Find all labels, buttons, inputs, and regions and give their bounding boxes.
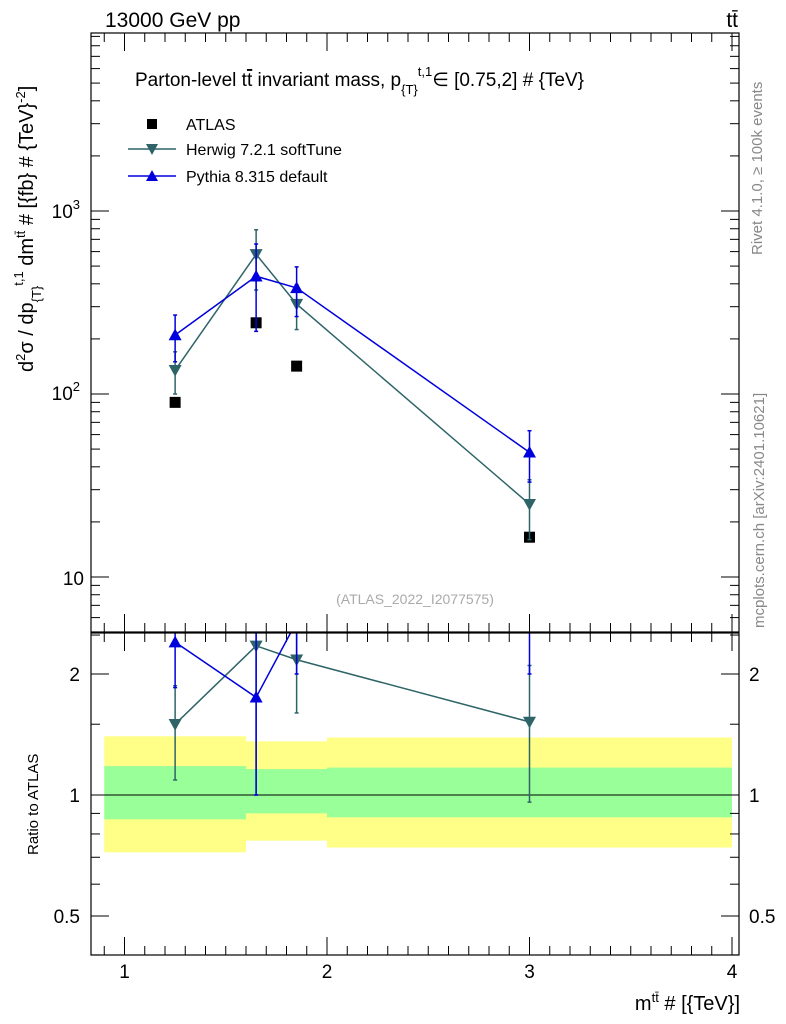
xtick-label: 3 xyxy=(524,962,535,983)
legend-label-herwig: Herwig 7.2.1 softTune xyxy=(186,142,342,159)
ratio-ytick-label-left: 0.5 xyxy=(54,907,80,928)
main-data-layer xyxy=(168,228,536,543)
ratio-panel: 0.5 0.5 1 1 2 2 1 2 3 4 Ratio to ATLAS mtt̄ # [{… xyxy=(25,603,775,1015)
ratio-point-herwig xyxy=(523,716,536,729)
ratio-point-pythia xyxy=(249,690,263,703)
ytick-label-10: 10 xyxy=(63,569,84,590)
energy-label: 13000 GeV pp xyxy=(105,9,240,32)
xtick-label: 1 xyxy=(119,962,130,983)
ratio-y-axis-label: Ratio to ATLAS xyxy=(25,754,42,855)
process-label: tt̄ xyxy=(726,9,738,32)
ratio-line-pythia xyxy=(174,633,292,699)
legend-label-atlas: ATLAS xyxy=(186,117,236,134)
mcplots-label: mcplots.cern.ch [arXiv:2401.10621] xyxy=(751,393,768,628)
ratio-ytick-label-right: 0.5 xyxy=(749,907,775,928)
ratio-ytick-label-left: 2 xyxy=(69,665,80,686)
band-inner xyxy=(246,769,327,814)
main-y-axis-label: d2σ / dp{T}t,1 dmtt̄ # [{fb} # {TeV}-2] xyxy=(11,86,44,372)
ytick-label-1000: 103 xyxy=(52,197,80,223)
series-line-herwig xyxy=(174,253,530,505)
main-panel: 10 102 103 Parton-level tt invariant mas… xyxy=(11,32,740,633)
ratio-uncertainty-bands xyxy=(104,736,732,853)
ratio-point-pythia xyxy=(168,635,182,648)
ratio-point-pythia xyxy=(523,603,536,615)
point-pythia xyxy=(290,281,304,294)
ratio-point-pythia xyxy=(290,615,303,627)
point-herwig xyxy=(168,364,182,377)
xtick-label: 4 xyxy=(727,962,738,983)
legend-marker-atlas xyxy=(147,119,157,129)
ratio-point-herwig xyxy=(168,719,182,731)
ratio-ytick-label-right: 1 xyxy=(749,786,760,807)
legend-label-pythia: Pythia 8.315 default xyxy=(186,169,328,186)
analysis-id: (ATLAS_2022_I2077575) xyxy=(336,591,494,607)
legend-marker-herwig xyxy=(146,144,158,155)
legend-entry-herwig: Herwig 7.2.1 softTune xyxy=(128,142,342,159)
ratio-ytick-label-left: 1 xyxy=(69,786,80,807)
series-line-pythia xyxy=(174,275,530,453)
point-pythia xyxy=(168,328,182,341)
main-y-tick-labels: 10 102 103 xyxy=(52,197,84,590)
legend: ATLAS Herwig 7.2.1 softTune Pythia 8.315… xyxy=(128,117,342,186)
main-x-ticks xyxy=(103,33,733,632)
ratio-frame xyxy=(90,632,740,956)
ratio-data-layer xyxy=(168,603,536,803)
point-herwig xyxy=(523,498,536,511)
point-atlas xyxy=(291,360,303,372)
point-atlas xyxy=(169,396,181,408)
ytick-label-100: 102 xyxy=(52,379,80,405)
x-axis-label: mtt̄ # [{TeV}] xyxy=(635,990,740,1015)
ratio-ytick-label-right: 2 xyxy=(749,665,760,686)
legend-entry-pythia: Pythia 8.315 default xyxy=(128,169,328,186)
point-pythia xyxy=(249,269,263,282)
ratio-x-ticks: 1 2 3 4 xyxy=(103,633,738,983)
point-pythia xyxy=(523,445,536,458)
plot-title: Parton-level tt invariant mass, p{T}t,1∈… xyxy=(135,64,584,97)
rivet-label: Rivet 4.1.0, ≥ 100k events xyxy=(749,82,766,255)
main-y-ticks xyxy=(91,35,739,619)
ratio-y-ticks: 0.5 0.5 1 1 2 2 xyxy=(54,634,775,956)
xtick-label: 2 xyxy=(322,962,333,983)
main-frame xyxy=(90,32,740,633)
legend-entry-atlas: ATLAS xyxy=(147,117,236,134)
legend-marker-pythia xyxy=(146,170,158,181)
ratio-line-herwig xyxy=(174,644,530,725)
